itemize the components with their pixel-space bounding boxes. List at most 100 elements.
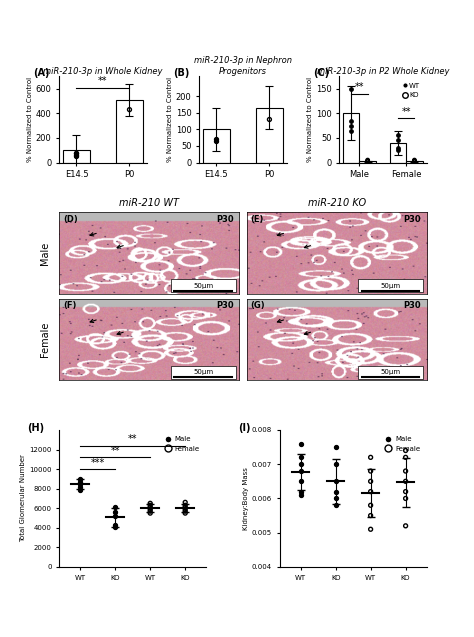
Text: **: ** [128, 434, 137, 444]
Y-axis label: Kidney:Body Mass: Kidney:Body Mass [243, 467, 249, 530]
Point [146, 508, 154, 519]
Point [402, 520, 410, 531]
Point [367, 510, 374, 520]
Y-axis label: Total Glomerular Number: Total Glomerular Number [20, 455, 27, 542]
Point [111, 502, 119, 512]
Point [410, 157, 418, 167]
Text: (G): (G) [250, 301, 265, 310]
Text: (D): (D) [63, 215, 78, 224]
Text: (I): (I) [238, 423, 251, 433]
Point [213, 134, 220, 145]
Point [364, 157, 372, 167]
Bar [203, 129, 230, 162]
Point [394, 131, 402, 141]
Point [332, 459, 339, 469]
Point [73, 148, 80, 158]
Point [332, 476, 339, 487]
Point [347, 83, 355, 94]
Point [297, 438, 304, 448]
Title: miR-210-3p in Whole Kidney: miR-210-3p in Whole Kidney [43, 67, 163, 76]
Point [410, 155, 418, 165]
Bar [343, 113, 359, 162]
Point [367, 524, 374, 534]
Point [111, 511, 119, 521]
Text: (B): (B) [173, 68, 189, 78]
Point [297, 490, 304, 500]
Text: 50μm: 50μm [193, 369, 213, 375]
Point [332, 487, 339, 497]
Point [213, 136, 220, 146]
Point [394, 143, 402, 153]
Point [402, 445, 410, 455]
Point [76, 478, 84, 489]
Text: Female: Female [40, 322, 50, 357]
Point [402, 476, 410, 487]
Point [364, 156, 372, 166]
Point [182, 508, 189, 519]
Text: (C): (C) [313, 68, 329, 78]
Y-axis label: % Normalized to Control: % Normalized to Control [307, 77, 313, 162]
Point [111, 520, 119, 530]
Bar [390, 143, 406, 162]
Bar [256, 108, 283, 162]
Y-axis label: % Normalized to Control: % Normalized to Control [27, 77, 33, 162]
Point [364, 156, 372, 166]
FancyBboxPatch shape [171, 279, 236, 292]
Text: miR-210 WT: miR-210 WT [119, 198, 179, 208]
Text: (F): (F) [63, 301, 76, 310]
Text: P30: P30 [403, 301, 421, 310]
Point [146, 498, 154, 508]
Point [76, 485, 84, 495]
Text: (E): (E) [250, 215, 264, 224]
Point [410, 156, 418, 166]
Point [367, 500, 374, 510]
Point [111, 507, 119, 517]
Text: 50μm: 50μm [381, 369, 401, 375]
Point [182, 504, 189, 514]
Text: ***: *** [91, 457, 105, 468]
Point [367, 487, 374, 497]
Point [182, 506, 189, 516]
Point [367, 466, 374, 476]
Point [76, 474, 84, 484]
Point [126, 104, 133, 115]
Point [394, 135, 402, 145]
Legend: Male, Female: Male, Female [383, 433, 423, 454]
Point [297, 487, 304, 497]
Point [402, 452, 410, 462]
Text: Male: Male [40, 241, 50, 264]
Point [146, 502, 154, 512]
Text: **: ** [355, 82, 364, 92]
Point [73, 152, 80, 162]
Point [265, 115, 273, 125]
FancyBboxPatch shape [171, 366, 236, 379]
Legend: WT, KO: WT, KO [401, 80, 423, 101]
Point [394, 145, 402, 155]
Text: (A): (A) [33, 68, 49, 78]
Point [297, 466, 304, 476]
Bar [406, 161, 423, 162]
Point [111, 522, 119, 532]
Point [332, 442, 339, 452]
Bar [359, 161, 376, 162]
Legend: Male, Female: Male, Female [163, 433, 203, 454]
Point [347, 125, 355, 136]
Point [367, 476, 374, 487]
Point [297, 452, 304, 462]
Point [182, 502, 189, 512]
Title: miR-210-3p in Nephron
Progenitors: miR-210-3p in Nephron Progenitors [194, 56, 292, 76]
Bar [116, 100, 143, 162]
Point [367, 452, 374, 462]
Y-axis label: % Normalized to Control: % Normalized to Control [167, 77, 173, 162]
Point [73, 148, 80, 159]
Point [182, 497, 189, 508]
Point [297, 476, 304, 487]
Text: P30: P30 [403, 215, 421, 224]
Point [73, 150, 80, 161]
Point [146, 504, 154, 514]
Text: 50μm: 50μm [381, 283, 401, 289]
Point [347, 116, 355, 126]
Text: **: ** [401, 107, 411, 117]
Text: 50μm: 50μm [193, 283, 213, 289]
Point [410, 156, 418, 166]
